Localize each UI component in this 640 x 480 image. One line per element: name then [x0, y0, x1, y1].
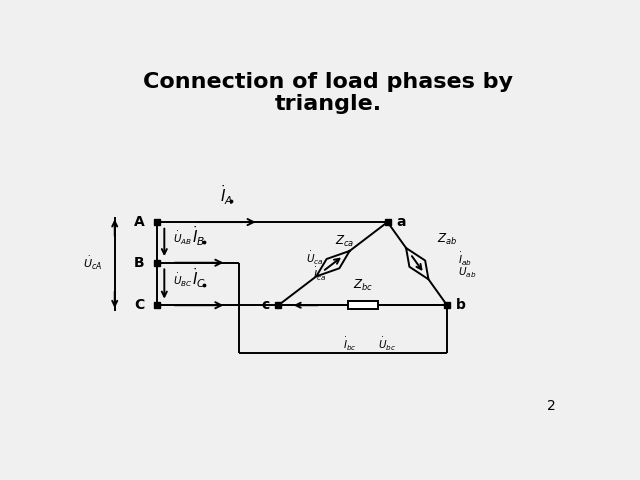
Text: $\dot{I}_C$: $\dot{I}_C$ — [192, 267, 206, 290]
Text: C: C — [134, 298, 145, 312]
Text: $Z_{bc}$: $Z_{bc}$ — [353, 278, 372, 293]
Text: $\dot{U}_{ab}$: $\dot{U}_{ab}$ — [458, 263, 476, 279]
Text: $\dot{I}_{bc}$: $\dot{I}_{bc}$ — [344, 336, 357, 352]
Text: $\dot{I}_{ab}$: $\dot{I}_{ab}$ — [458, 252, 472, 268]
Text: c: c — [261, 298, 269, 312]
Text: Connection of load phases by: Connection of load phases by — [143, 72, 513, 92]
Text: $\dot{I}_A$: $\dot{I}_A$ — [220, 183, 233, 206]
Text: a: a — [396, 215, 406, 229]
Text: A: A — [134, 215, 145, 229]
Text: $Z_{ab}$: $Z_{ab}$ — [437, 232, 458, 247]
Text: B: B — [134, 256, 145, 270]
Text: $\dot{I}_B$: $\dot{I}_B$ — [193, 224, 205, 248]
Text: 2: 2 — [547, 399, 556, 413]
Text: $\dot{U}_{bc}$: $\dot{U}_{bc}$ — [378, 336, 397, 352]
Text: $\dot{I}_{ca}$: $\dot{I}_{ca}$ — [313, 266, 326, 283]
Text: b: b — [456, 298, 466, 312]
Text: $Z_{ca}$: $Z_{ca}$ — [335, 234, 355, 249]
Text: $\dot{U}_{AB}$: $\dot{U}_{AB}$ — [173, 230, 193, 247]
Text: $\dot{U}_{ca}$: $\dot{U}_{ca}$ — [306, 250, 323, 266]
Bar — [348, 301, 378, 309]
Text: $\dot{U}_{cA}$: $\dot{U}_{cA}$ — [83, 255, 102, 272]
Text: triangle.: triangle. — [275, 94, 381, 114]
Text: $\dot{U}_{BC}$: $\dot{U}_{BC}$ — [173, 272, 193, 289]
